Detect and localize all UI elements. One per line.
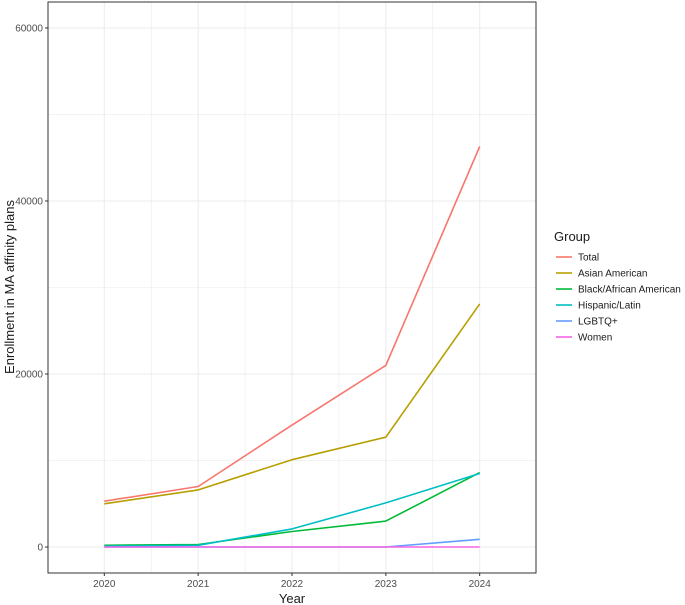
y-tick-label: 0 bbox=[37, 543, 43, 554]
series-lines bbox=[104, 146, 481, 548]
series-line-total bbox=[104, 146, 481, 502]
axes: 0 20000 40000 60000 2020 2021 2022 2023 2024 bbox=[15, 23, 491, 590]
x-tick-label: 2020 bbox=[93, 579, 116, 590]
legend-label-total: Total bbox=[578, 253, 599, 264]
legend-label-lgbtq: LGBTQ+ bbox=[578, 317, 618, 328]
legend: Group Total Asian American Black/African A… bbox=[554, 229, 681, 344]
x-tick-label: 2021 bbox=[187, 579, 210, 590]
series-line-hispanic-latin bbox=[104, 472, 480, 547]
legend-label-black-african-american: Black/African American bbox=[578, 285, 681, 296]
series-line-asian-american bbox=[104, 303, 481, 505]
legend-label-asian-american: Asian American bbox=[578, 269, 647, 280]
legend-title: Group bbox=[554, 229, 590, 244]
x-tick-label: 2023 bbox=[375, 579, 398, 590]
y-axis-title: Enrollment in MA affinity plans bbox=[2, 200, 17, 374]
x-tick-label: 2022 bbox=[281, 579, 304, 590]
y-tick-label: 60000 bbox=[15, 23, 43, 34]
series-line-black-african-american bbox=[104, 471, 481, 547]
y-tick-label: 20000 bbox=[15, 370, 43, 381]
x-axis-title: Year bbox=[279, 591, 306, 605]
legend-label-hispanic-latin: Hispanic/Latin bbox=[578, 301, 641, 312]
legend-label-women: Women bbox=[578, 333, 612, 344]
y-tick-label: 40000 bbox=[15, 196, 43, 207]
x-tick-label: 2024 bbox=[469, 579, 492, 590]
grid bbox=[48, 2, 536, 573]
